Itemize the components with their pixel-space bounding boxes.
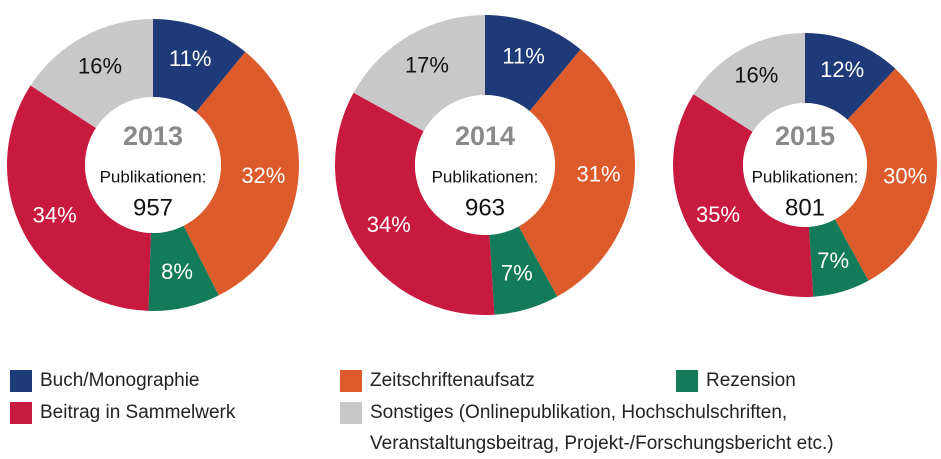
legend-swatch (10, 370, 32, 392)
value-label: 11% (169, 46, 211, 71)
chart-total: 957 (133, 194, 173, 221)
legend-label: Rezension (706, 370, 796, 391)
value-label: 16% (78, 53, 122, 78)
chart-subtitle: Publikationen: (100, 167, 207, 186)
donut-slice (834, 68, 937, 281)
legend-swatch (340, 402, 362, 424)
value-label: 31% (576, 162, 620, 187)
value-label: 30% (883, 163, 927, 188)
donut-hole (85, 97, 221, 233)
legend-item: Rezension (676, 365, 941, 396)
donut-slice (489, 226, 558, 315)
donut-slice (153, 19, 246, 113)
donut-slice (518, 49, 635, 297)
chart-subtitle: Publikationen: (752, 167, 859, 186)
legend-label: Beitrag in Sammelwerk (40, 402, 236, 423)
chart-year: 2014 (455, 121, 515, 151)
donut-slice (6, 85, 151, 311)
value-label: 32% (241, 163, 285, 188)
value-label: 8% (161, 259, 193, 284)
chart-year: 2015 (775, 121, 835, 151)
chart-year: 2013 (123, 121, 183, 151)
donut-hole (743, 103, 867, 227)
charts: 11% 32% 8% 34% 16% 2013 Publikationen: 957 11% 31… (6, 15, 937, 316)
chart-total: 963 (465, 194, 505, 221)
value-label: 12% (820, 57, 864, 82)
donut-slice (353, 15, 485, 132)
chart-total: 801 (785, 194, 825, 221)
donut-slice (673, 94, 814, 297)
chart-subtitle: Publikationen: (432, 167, 539, 186)
donut-slice (183, 51, 299, 296)
donut-slice (805, 33, 896, 120)
donut-slice (335, 92, 495, 316)
value-label: 34% (367, 212, 411, 237)
legend-swatch (340, 370, 362, 392)
legend-label: Sonstiges (Onlinepublikation, Hochschuls… (370, 402, 834, 454)
value-label: 7% (817, 248, 849, 273)
donut-slice (148, 225, 219, 311)
value-label: 11% (502, 44, 544, 69)
legend-item: Zeitschriftenaufsatz (340, 365, 640, 396)
legend-label: Zeitschriftenaufsatz (370, 370, 535, 391)
donut-slice (485, 15, 581, 112)
donut-slice (808, 219, 869, 297)
value-label: 17% (405, 53, 449, 78)
value-label: 34% (33, 202, 77, 227)
legend-item: Beitrag in Sammelwerk (10, 397, 310, 428)
page: 11% 32% 8% 34% 16% 2013 Publikationen: 957 11% 31… (6, 15, 941, 454)
legend-swatch (10, 402, 32, 424)
legend-label: Buch/Monographie (40, 370, 200, 391)
donut-slice (693, 33, 805, 132)
value-label: 16% (734, 62, 778, 87)
legend-item: Sonstiges (Onlinepublikation, Hochschuls… (340, 397, 940, 459)
donut-slice (30, 19, 153, 128)
legend-item: Buch/Monographie (10, 365, 310, 396)
value-label: 35% (696, 202, 740, 227)
donut-hole (415, 95, 555, 235)
value-label: 7% (501, 260, 533, 285)
legend-swatch (676, 370, 698, 392)
